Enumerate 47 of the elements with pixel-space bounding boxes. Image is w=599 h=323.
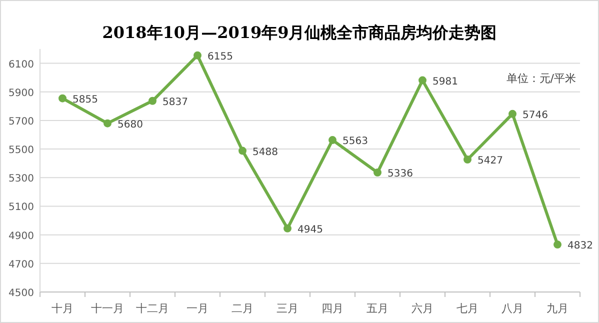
point <box>464 155 472 164</box>
point <box>104 119 112 128</box>
y-tick-label: 5100 <box>8 202 34 214</box>
y-tick-label: 5700 <box>8 116 34 128</box>
data-label: 5488 <box>252 146 278 158</box>
x-tick-label: 四月 <box>322 302 344 315</box>
point <box>328 136 336 144</box>
y-tick-label: 4900 <box>8 230 34 242</box>
data-label: 4832 <box>568 240 593 252</box>
y-tick-label: 6100 <box>8 59 34 70</box>
annotation: 单位：元/平米 <box>506 72 576 85</box>
data-label: 5837 <box>162 96 188 108</box>
y-tick-label: 5500 <box>8 145 34 156</box>
data-label: 5563 <box>342 136 368 148</box>
point <box>374 168 382 176</box>
x-tick-label: 七月 <box>456 302 478 315</box>
point <box>148 96 156 105</box>
point <box>284 224 292 232</box>
point <box>194 51 202 60</box>
data-label: 5855 <box>72 94 98 106</box>
x-tick-label: 二月 <box>232 302 254 315</box>
data-label: 6155 <box>208 51 233 62</box>
y-tick-label: 5900 <box>8 88 34 99</box>
x-tick-label: 八月 <box>502 302 524 315</box>
point <box>238 146 246 155</box>
point <box>554 240 562 249</box>
data-label: 5427 <box>478 155 503 166</box>
x-tick-label: 五月 <box>366 302 388 315</box>
x-tick-label: 十月 <box>52 302 74 315</box>
point <box>418 76 426 84</box>
y-tick-label: 5300 <box>8 174 34 185</box>
x-tick-label: 六月 <box>412 302 434 315</box>
point <box>508 110 516 118</box>
data-label: 5981 <box>432 76 458 88</box>
data-label: 5746 <box>522 110 548 121</box>
y-tick-label: 4700 <box>8 259 34 270</box>
x-tick-label: 三月 <box>276 302 298 315</box>
point <box>58 94 66 102</box>
chart-title: 2018年10月—2019年9月仙桃全市商品房均价走势图 <box>102 23 497 42</box>
y-tick-label: 4500 <box>8 288 34 299</box>
x-tick-label: 九月 <box>546 302 568 315</box>
x-tick-label: 十一月 <box>91 302 124 315</box>
data-label: 5680 <box>118 119 143 130</box>
x-tick-label: 十二月 <box>136 302 169 315</box>
x-tick-label: 一月 <box>186 302 208 315</box>
data-label: 5336 <box>388 168 413 180</box>
data-label: 4945 <box>298 224 323 236</box>
